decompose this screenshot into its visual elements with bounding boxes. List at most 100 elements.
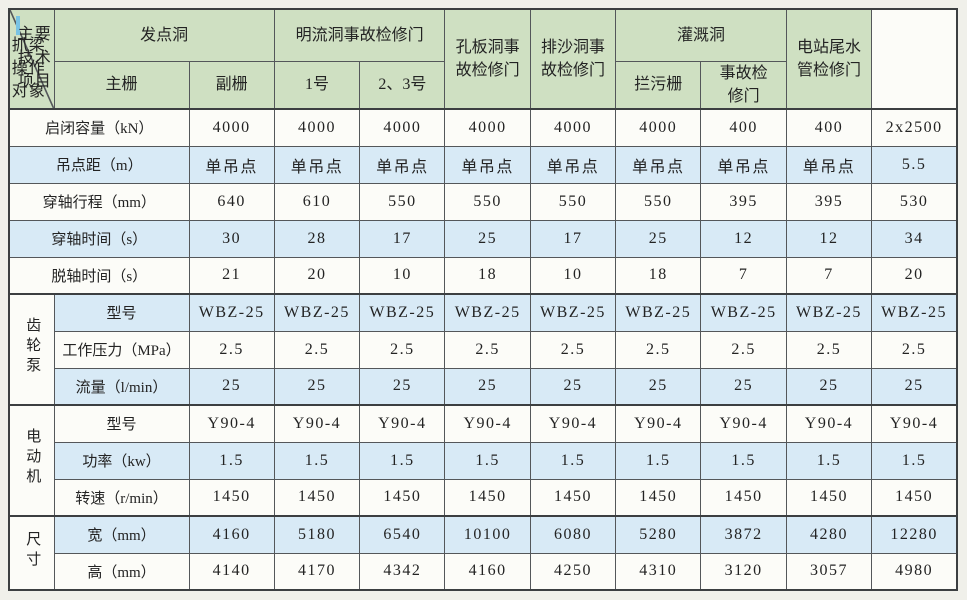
- value-cell: 2.5: [529, 330, 617, 369]
- value-cell: 550: [444, 182, 531, 221]
- value-cell: 单吊点: [444, 145, 531, 184]
- value-cell: Y90-4: [188, 404, 275, 443]
- value-cell: 4980: [871, 552, 958, 591]
- row-label: 宽（mm）: [53, 515, 190, 554]
- value-cell: 4000: [444, 108, 531, 147]
- column-group-header: 排沙洞事 故检修门: [529, 8, 617, 110]
- value-cell: 610: [273, 182, 361, 221]
- value-cell: Y90-4: [700, 404, 787, 443]
- value-cell: 34: [871, 219, 958, 258]
- row-label: 穿轴时间（s）: [8, 219, 190, 258]
- value-cell: 3120: [700, 552, 787, 591]
- value-cell: 530: [871, 182, 958, 221]
- value-cell: 1.5: [785, 441, 873, 480]
- row-group-label: 尺寸: [8, 515, 55, 591]
- value-cell: 4000: [615, 108, 702, 147]
- value-cell: 1450: [273, 478, 361, 517]
- value-cell: WBZ-25: [444, 293, 531, 332]
- value-cell: 4000: [529, 108, 617, 147]
- corner-label-objects: 抓梁操作对象: [11, 37, 46, 101]
- column-group-header: 电站尾水 管检修门: [785, 8, 873, 110]
- value-cell: WBZ-25: [359, 293, 446, 332]
- spec-table: 抓梁操作对象 主要技术项目 发点洞 明流洞事故检修门 孔板洞事 故检修门 排沙洞事 故检修…: [8, 8, 958, 591]
- value-cell: 2.5: [700, 330, 787, 369]
- value-cell: Y90-4: [444, 404, 531, 443]
- table-header: 抓梁操作对象 主要技术项目 发点洞 明流洞事故检修门 孔板洞事 故检修门 排沙洞事 故检修…: [8, 8, 957, 110]
- value-cell: 25: [871, 367, 958, 406]
- value-cell: 400: [785, 108, 873, 147]
- row-group-label: 齿轮泵: [8, 293, 55, 406]
- value-cell: 1450: [615, 478, 702, 517]
- value-cell: 400: [700, 108, 787, 147]
- value-cell: 17: [359, 219, 446, 258]
- column-subheader: 副栅: [188, 60, 275, 110]
- column-group-header: 发点洞: [53, 8, 275, 62]
- value-cell: 1450: [529, 478, 617, 517]
- row-label: 穿轴行程（mm）: [8, 182, 190, 221]
- value-cell: 28: [273, 219, 361, 258]
- table-row: 流量（l/min） 25 25 25 25 25 25 25 25 25: [9, 367, 958, 406]
- value-cell: 12: [700, 219, 787, 258]
- value-cell: 1.5: [615, 441, 702, 480]
- corner-label-items: 主要技术项目: [17, 26, 52, 90]
- value-cell: 10: [529, 256, 617, 295]
- value-cell: 25: [529, 367, 617, 406]
- corner-cell: 抓梁操作对象 主要技术项目: [8, 8, 55, 110]
- value-cell: 5180: [273, 515, 361, 554]
- value-cell: 12280: [871, 515, 958, 554]
- value-cell: WBZ-25: [871, 293, 958, 332]
- value-cell: 395: [785, 182, 873, 221]
- value-cell: 4140: [188, 552, 275, 591]
- row-label: 流量（l/min）: [53, 367, 190, 406]
- value-cell: 单吊点: [359, 145, 446, 184]
- value-cell: 2x2500: [871, 108, 958, 147]
- value-cell: WBZ-25: [188, 293, 275, 332]
- value-cell: 单吊点: [785, 145, 873, 184]
- value-cell: 单吊点: [188, 145, 275, 184]
- value-cell: 1450: [359, 478, 446, 517]
- value-cell: 21: [188, 256, 275, 295]
- value-cell: 4000: [273, 108, 361, 147]
- value-cell: 3057: [785, 552, 873, 591]
- column-subheader: 拦污栅: [615, 60, 702, 110]
- row-label: 型号: [53, 404, 190, 443]
- table-row: 脱轴时间（s） 21 20 10 18 10 18 7 7 20: [8, 256, 958, 295]
- value-cell: 5280: [615, 515, 702, 554]
- row-label: 功率（kw）: [53, 441, 190, 480]
- row-label: 转速（r/min）: [53, 478, 190, 517]
- value-cell: Y90-4: [871, 404, 958, 443]
- row-group-label: 电动机: [8, 404, 55, 517]
- table-row: 转速（r/min） 1450 1450 1450 1450 1450 1450 1450 145…: [9, 478, 958, 517]
- header-row-2: 主栅 副栅 1号 2、3号 拦污栅 事故检 修门: [9, 60, 957, 110]
- value-cell: 18: [444, 256, 531, 295]
- value-cell: 4280: [785, 515, 873, 554]
- value-cell: Y90-4: [615, 404, 702, 443]
- value-cell: 20: [871, 256, 958, 295]
- value-cell: 25: [188, 367, 275, 406]
- value-cell: 1.5: [529, 441, 617, 480]
- header-row-1: 抓梁操作对象 主要技术项目 发点洞 明流洞事故检修门 孔板洞事 故检修门 排沙洞事 故检修…: [8, 8, 957, 110]
- value-cell: 18: [615, 256, 702, 295]
- value-cell: 1.5: [273, 441, 361, 480]
- value-cell: 10: [359, 256, 446, 295]
- value-cell: 单吊点: [700, 145, 787, 184]
- value-cell: 4160: [188, 515, 275, 554]
- value-cell: WBZ-25: [529, 293, 617, 332]
- row-label: 工作压力（MPa）: [53, 330, 190, 369]
- column-group-header: 孔板洞事 故检修门: [444, 8, 531, 110]
- value-cell: 25: [444, 219, 531, 258]
- value-cell: 4000: [188, 108, 275, 147]
- row-label: 启闭容量（kN）: [8, 108, 190, 147]
- value-cell: 1450: [700, 478, 787, 517]
- value-cell: 4250: [529, 552, 617, 591]
- value-cell: 7: [785, 256, 873, 295]
- value-cell: 2.5: [444, 330, 531, 369]
- value-cell: 10100: [444, 515, 531, 554]
- value-cell: 3872: [700, 515, 787, 554]
- value-cell: WBZ-25: [273, 293, 361, 332]
- value-cell: 单吊点: [615, 145, 702, 184]
- value-cell: 2.5: [785, 330, 873, 369]
- value-cell: 1.5: [188, 441, 275, 480]
- value-cell: 1450: [444, 478, 531, 517]
